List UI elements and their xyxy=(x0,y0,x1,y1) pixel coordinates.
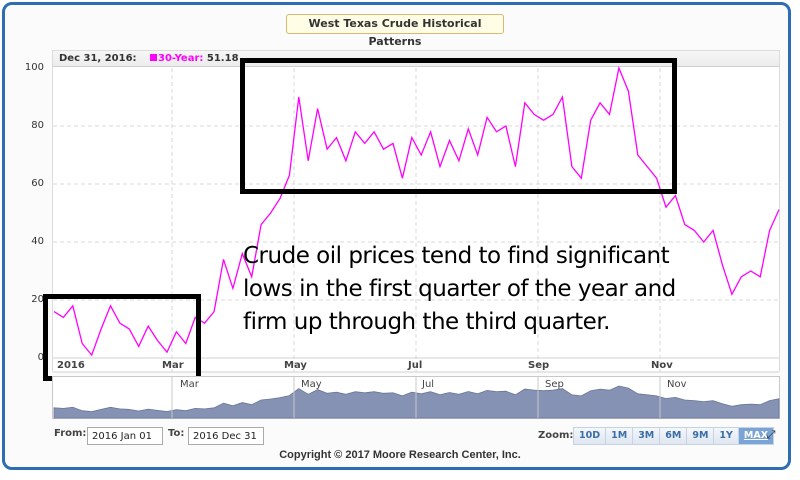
chart-title: West Texas Crude Historical Patterns xyxy=(286,14,504,48)
copyright-text: Copyright © 2017 Moore Research Center, … xyxy=(279,449,521,461)
header-series-label: 30-Year: xyxy=(158,53,204,64)
y-tick-100: 100 xyxy=(24,62,44,73)
to-date-input[interactable]: 2016 Dec 31 xyxy=(188,427,264,445)
header-series-value: 51.18 xyxy=(206,53,239,64)
from-label: From: xyxy=(54,428,87,439)
zoom-3m-button[interactable]: 3M xyxy=(632,427,660,445)
x-tick-may: May xyxy=(284,360,307,371)
y-tick-40: 40 xyxy=(31,236,44,247)
navigator-label-mar: Mar xyxy=(180,379,199,390)
header-date: Dec 31, 2016: xyxy=(59,53,137,64)
y-tick-0: 0 xyxy=(37,352,44,363)
y-tick-80: 80 xyxy=(31,120,44,131)
x-tick-nov: Nov xyxy=(651,360,673,371)
q2-q3-highs-highlight-box xyxy=(240,58,677,194)
fullscreen-expand-icon[interactable]: ⤢ xyxy=(766,428,776,441)
annotation-text: Crude oil prices tend to find significan… xyxy=(243,240,676,339)
zoom-button-group: 10D 1M 3M 6M 9M 1Y MAX xyxy=(573,427,775,445)
x-tick-mar: Mar xyxy=(162,360,184,371)
y-tick-60: 60 xyxy=(31,178,44,189)
x-tick-2016: 2016 xyxy=(57,360,85,371)
zoom-1m-button[interactable]: 1M xyxy=(605,427,633,445)
y-tick-20: 20 xyxy=(31,294,44,305)
to-label: To: xyxy=(168,428,185,439)
x-tick-sep: Sep xyxy=(528,360,550,371)
zoom-label: Zoom: xyxy=(538,430,574,441)
annotation-line-2: lows in the first quarter of the year an… xyxy=(243,276,676,302)
annotation-line-1: Crude oil prices tend to find significan… xyxy=(243,243,670,269)
q1-lows-highlight-box xyxy=(43,294,201,381)
navigator-label-may: May xyxy=(301,379,322,390)
zoom-10d-button[interactable]: 10D xyxy=(573,427,606,445)
zoom-1y-button[interactable]: 1Y xyxy=(713,427,738,445)
from-date-input[interactable]: 2016 Jan 01 xyxy=(87,427,163,445)
zoom-9m-button[interactable]: 9M xyxy=(686,427,714,445)
zoom-6m-button[interactable]: 6M xyxy=(659,427,687,445)
x-tick-jul: Jul xyxy=(408,360,423,371)
annotation-line-3: firm up through the third quarter. xyxy=(243,309,610,335)
navigator-label-nov: Nov xyxy=(667,379,687,390)
series-swatch-icon xyxy=(150,54,158,61)
navigator-label-jul: Jul xyxy=(422,379,435,390)
zoom-max-button[interactable]: MAX xyxy=(737,427,775,445)
navigator-label-sep: Sep xyxy=(545,379,564,390)
